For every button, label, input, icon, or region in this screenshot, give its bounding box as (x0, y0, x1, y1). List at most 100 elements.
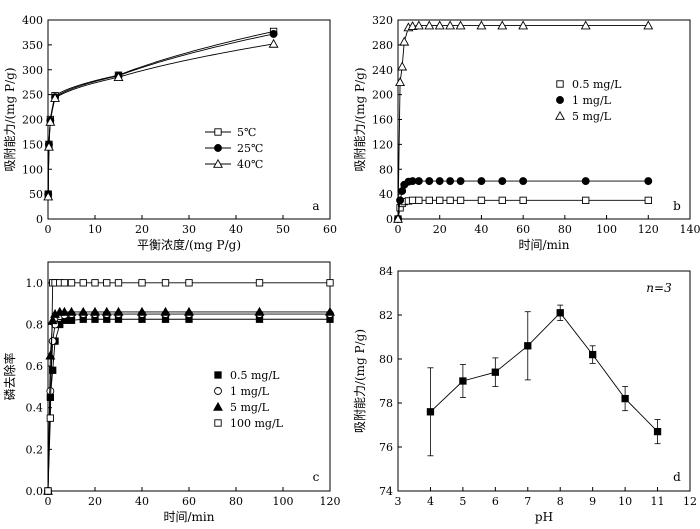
y-tick-label: 78 (379, 397, 393, 410)
series-1mgL: 1 mg/L (394, 94, 653, 223)
data-point (644, 196, 652, 204)
y-tick-label: 80 (379, 163, 393, 176)
data-point (268, 38, 279, 48)
data-point (43, 191, 54, 201)
legend-label: 1 mg/L (572, 94, 612, 107)
data-point (643, 20, 654, 30)
legend-label: 5 mg/L (230, 401, 270, 414)
data-point (414, 177, 423, 186)
panel-label: d (673, 470, 681, 484)
data-point (445, 20, 456, 30)
y-tick-label: 250 (22, 89, 43, 102)
y-tick-label: 40 (379, 188, 393, 201)
panel-label: c (313, 470, 320, 484)
x-tick-label: 120 (638, 223, 659, 236)
y-tick-label: 80 (379, 353, 393, 366)
plot-frame (397, 270, 691, 492)
data-point (393, 213, 403, 223)
series-100mgL: 100 mg/L (44, 279, 334, 495)
data-point (50, 92, 61, 102)
data-point (184, 306, 194, 316)
data-point (477, 196, 486, 204)
panel-label: b (673, 199, 681, 213)
x-tick-label: 100 (596, 223, 617, 236)
legend-label: 0.5 mg/L (230, 369, 280, 382)
y-tick-label: 84 (379, 265, 393, 278)
legend-label: 5℃ (237, 126, 256, 139)
data-point (476, 20, 487, 30)
x-tick-label: 0 (45, 495, 52, 508)
data-point (518, 20, 529, 30)
data-point (114, 279, 123, 287)
data-point (396, 196, 405, 205)
legend-marker (214, 128, 222, 136)
y-axis-label: 磷去除率 (2, 352, 17, 400)
series-line (48, 313, 330, 491)
data-point (399, 36, 410, 46)
data-point (455, 20, 466, 30)
data-point (59, 306, 70, 316)
series-0 (426, 304, 662, 457)
x-axis-label: 时间/min (164, 510, 215, 524)
y-tick-label: 74 (379, 485, 393, 498)
data-point (395, 77, 406, 86)
y-tick-label: 82 (379, 309, 393, 322)
data-point (456, 196, 465, 204)
data-point (254, 306, 265, 316)
data-point (78, 306, 89, 316)
series-line (398, 25, 649, 219)
data-point (425, 196, 433, 204)
data-point (161, 279, 170, 287)
series-0.5mgL: 0.5 mg/L (44, 315, 334, 495)
y-tick-label: 200 (22, 114, 43, 127)
x-tick-label: 40 (474, 223, 488, 236)
x-tick-label: 5 (459, 495, 466, 508)
data-point (49, 366, 57, 374)
data-point (138, 279, 146, 287)
data-point (446, 196, 454, 204)
y-tick-label: 0.6 (26, 360, 44, 373)
data-point (446, 177, 455, 186)
data-point (424, 20, 435, 30)
data-point (90, 306, 100, 316)
series-25: 25℃ (44, 29, 278, 199)
plot-frame (47, 19, 331, 220)
x-tick-label: 40 (229, 223, 243, 236)
data-point (45, 350, 56, 360)
data-point (491, 368, 499, 376)
series-line (48, 43, 274, 197)
x-tick-label: 12 (683, 495, 697, 508)
x-tick-label: 6 (492, 495, 499, 508)
x-tick-label: 50 (276, 223, 290, 236)
x-tick-label: 20 (135, 223, 149, 236)
y-tick-label: 300 (22, 64, 43, 77)
x-tick-label: 0 (395, 223, 402, 236)
series-0.5mgL: 0.5 mg/L (394, 78, 652, 223)
x-tick-label: 120 (320, 495, 341, 508)
y-tick-label: 280 (372, 39, 393, 52)
data-point (160, 306, 171, 316)
legend-label: 5 mg/L (572, 110, 612, 123)
data-point (325, 306, 335, 316)
x-tick-label: 20 (433, 223, 447, 236)
series-line (430, 312, 658, 432)
series-line (48, 311, 330, 491)
legend-marker (556, 80, 564, 88)
x-tick-label: 7 (524, 495, 531, 508)
y-tick-label: 0.8 (26, 318, 44, 331)
x-tick-label: 11 (651, 495, 665, 508)
legend-label: 40℃ (237, 158, 263, 171)
x-tick-label: 80 (229, 495, 243, 508)
y-tick-label: 0 (386, 213, 393, 226)
data-point (426, 408, 435, 416)
series-40: 40℃ (43, 38, 279, 201)
data-point (436, 196, 444, 204)
data-point (580, 20, 591, 30)
x-tick-label: 40 (135, 495, 149, 508)
data-point (185, 279, 193, 287)
data-point (459, 377, 467, 385)
series-1mgL: 1 mg/L (44, 310, 334, 495)
data-point (397, 61, 408, 71)
y-tick-label: 120 (372, 138, 393, 151)
